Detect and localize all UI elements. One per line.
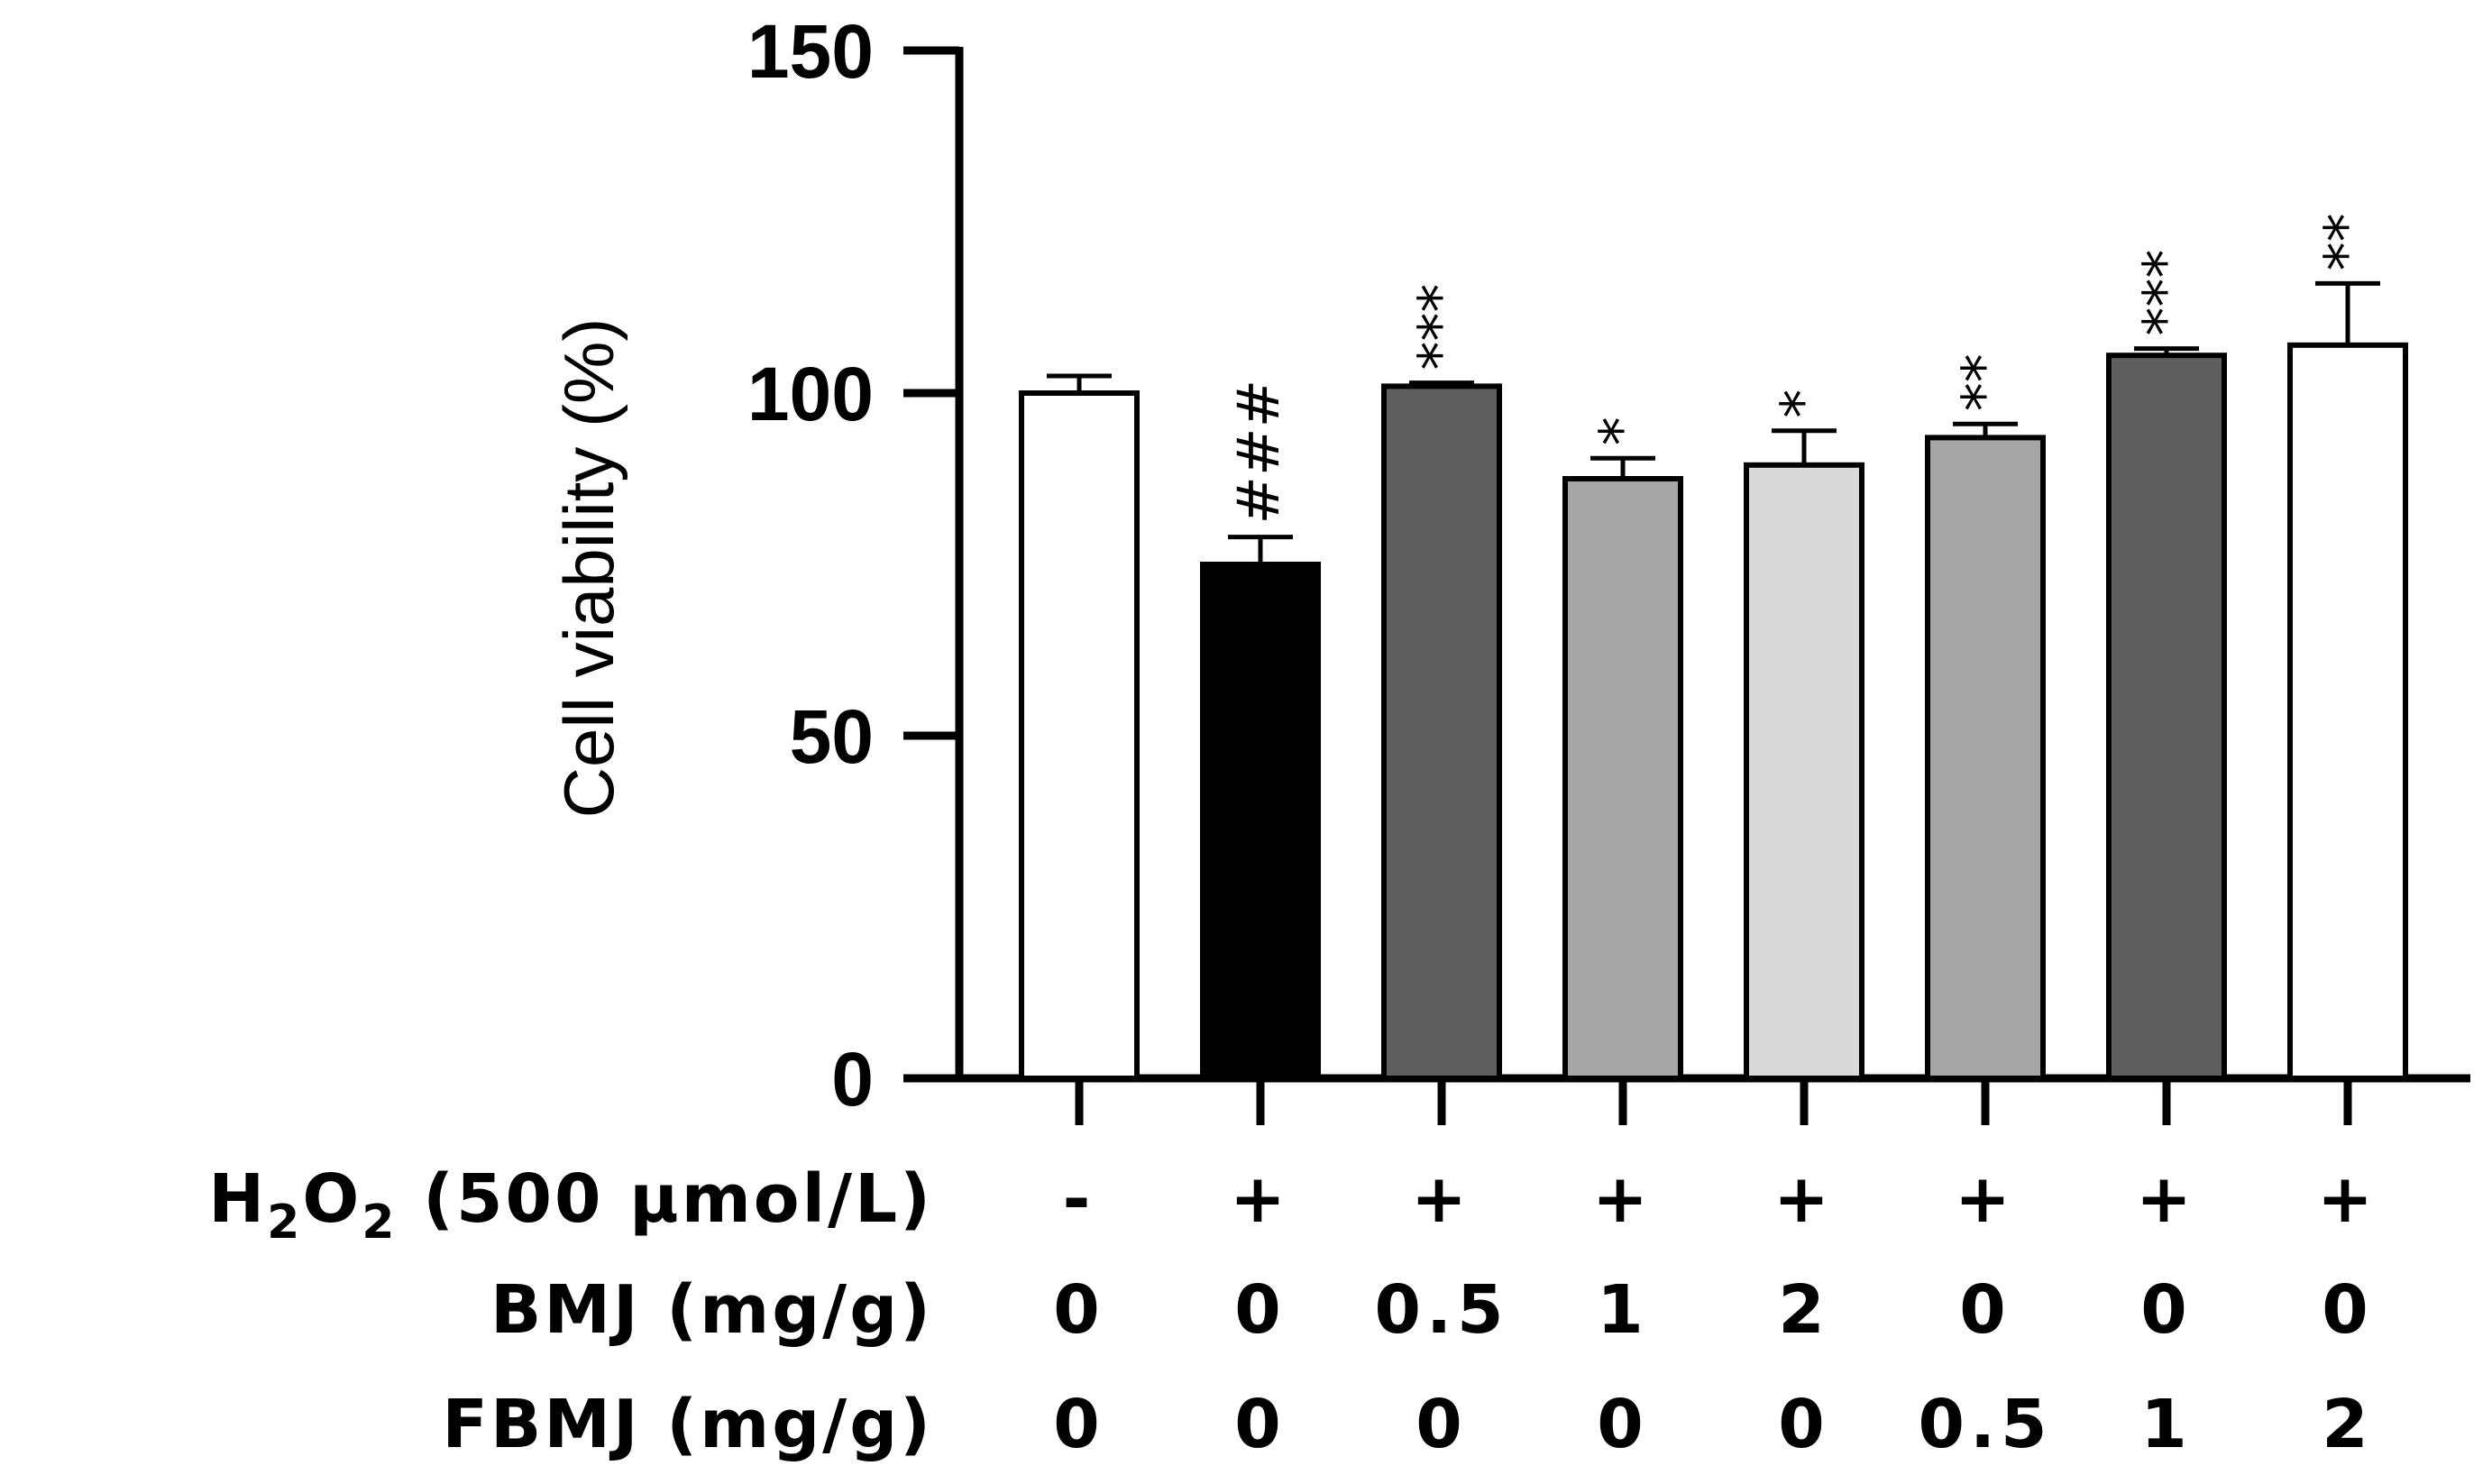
condition-cell: 1 [1597, 1271, 1649, 1349]
condition-cell: 0 [2322, 1271, 2374, 1349]
condition-label: FBMJ (mg/g) [442, 1386, 933, 1463]
y-tick-label: 0 [831, 1037, 874, 1122]
condition-cell: + [1955, 1160, 2016, 1238]
significance-mark: *** [1407, 284, 1474, 371]
condition-cell: + [1773, 1160, 1835, 1238]
bar [2106, 353, 2227, 1081]
condition-cell: - [1063, 1160, 1096, 1238]
condition-cell: 2 [2322, 1386, 2374, 1463]
y-tick-label: 50 [790, 694, 874, 779]
y-tick-label: 150 [747, 9, 874, 94]
bar [1019, 390, 1140, 1081]
bar [1562, 476, 1683, 1081]
bar [2287, 342, 2408, 1081]
condition-cell: 0 [1778, 1386, 1830, 1463]
significance-mark: * [1589, 417, 1655, 445]
bar [1925, 435, 2046, 1081]
condition-cell: 0 [1234, 1386, 1287, 1463]
y-axis-label: Cell viability (%) [549, 318, 628, 819]
condition-cell: 0 [1053, 1386, 1105, 1463]
significance-mark: *** [2132, 250, 2199, 336]
bars: ###***** ******* [1019, 213, 2408, 1081]
condition-cell: 0 [2140, 1271, 2193, 1349]
significance-mark: ### [1226, 380, 1293, 525]
condition-cell: + [2136, 1160, 2197, 1238]
condition-cell: 0 [1959, 1271, 2011, 1349]
y-tick-label: 100 [747, 352, 874, 436]
condition-cell: 0.5 [1374, 1271, 1508, 1349]
condition-cell: 0.5 [1918, 1386, 2052, 1463]
bar [1744, 462, 1864, 1081]
condition-cell: 0 [1597, 1386, 1649, 1463]
condition-label: H2O2 (500 μmol/L) [208, 1160, 933, 1250]
condition-label: BMJ (mg/g) [490, 1271, 933, 1349]
condition-table: H2O2 (500 μmol/L) - + + + + + + + BMJ (mg/g) 0 0 0.5… [208, 1160, 2378, 1463]
bar [1381, 383, 1502, 1081]
condition-cell: + [1592, 1160, 1654, 1238]
condition-cell: 2 [1778, 1271, 1830, 1349]
condition-cell: 0 [1234, 1271, 1287, 1349]
condition-cell: 1 [2140, 1386, 2193, 1463]
significance-mark: ** [2313, 213, 2380, 270]
significance-mark: ** [1951, 353, 2018, 411]
bar [1200, 562, 1321, 1081]
condition-cell: + [1230, 1160, 1291, 1238]
condition-cell: 0 [1053, 1271, 1105, 1349]
condition-cell: 0 [1415, 1386, 1468, 1463]
significance-mark: * [1770, 389, 1837, 418]
condition-cell: + [1411, 1160, 1472, 1238]
condition-cell: + [2317, 1160, 2378, 1238]
